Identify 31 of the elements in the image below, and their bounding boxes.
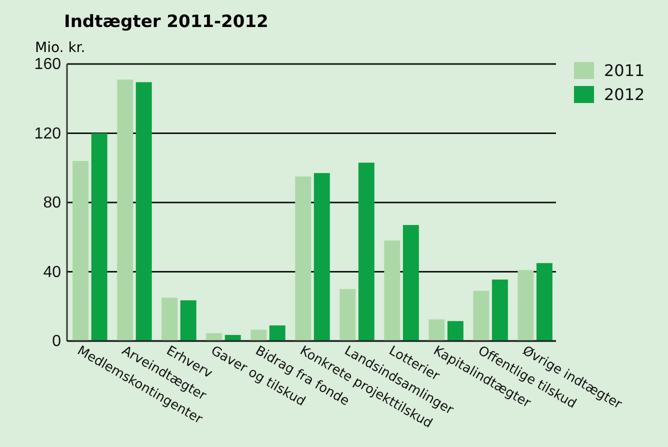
bar bbox=[536, 263, 552, 341]
bar bbox=[180, 300, 196, 341]
bar bbox=[402, 225, 419, 341]
bar bbox=[314, 173, 330, 341]
y-tick-label: 40 bbox=[43, 264, 62, 281]
y-tick-label: 80 bbox=[43, 194, 62, 212]
bar bbox=[117, 80, 134, 341]
bar bbox=[250, 330, 267, 341]
legend-label: 2012 bbox=[604, 85, 645, 104]
bar bbox=[224, 334, 241, 341]
y-tick-label: 0 bbox=[52, 333, 62, 350]
y-tick-label: 120 bbox=[34, 125, 62, 142]
bar bbox=[206, 333, 222, 341]
chart-title: Indtægter 2011-2012 bbox=[64, 12, 268, 32]
bar bbox=[91, 133, 108, 341]
legend-label: 2011 bbox=[604, 61, 645, 80]
bar bbox=[136, 82, 152, 341]
bar bbox=[518, 270, 534, 341]
y-axis-title: Mio. kr. bbox=[35, 40, 86, 56]
bar bbox=[473, 290, 490, 341]
bar bbox=[269, 325, 286, 341]
bar bbox=[162, 298, 178, 341]
bar bbox=[447, 321, 464, 341]
bar bbox=[428, 319, 445, 341]
bar bbox=[358, 162, 374, 341]
bar bbox=[384, 240, 400, 341]
bar bbox=[492, 280, 508, 341]
bar bbox=[340, 289, 356, 341]
bar bbox=[72, 160, 89, 341]
bar bbox=[295, 176, 312, 341]
y-tick-label: 160 bbox=[34, 56, 62, 74]
